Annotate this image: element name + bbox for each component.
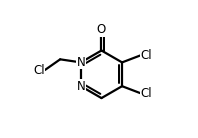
Text: N: N <box>76 80 85 93</box>
Text: Cl: Cl <box>140 49 152 62</box>
Text: O: O <box>97 23 106 36</box>
Text: Cl: Cl <box>33 64 45 77</box>
Text: N: N <box>76 56 85 69</box>
Text: Cl: Cl <box>140 87 152 100</box>
